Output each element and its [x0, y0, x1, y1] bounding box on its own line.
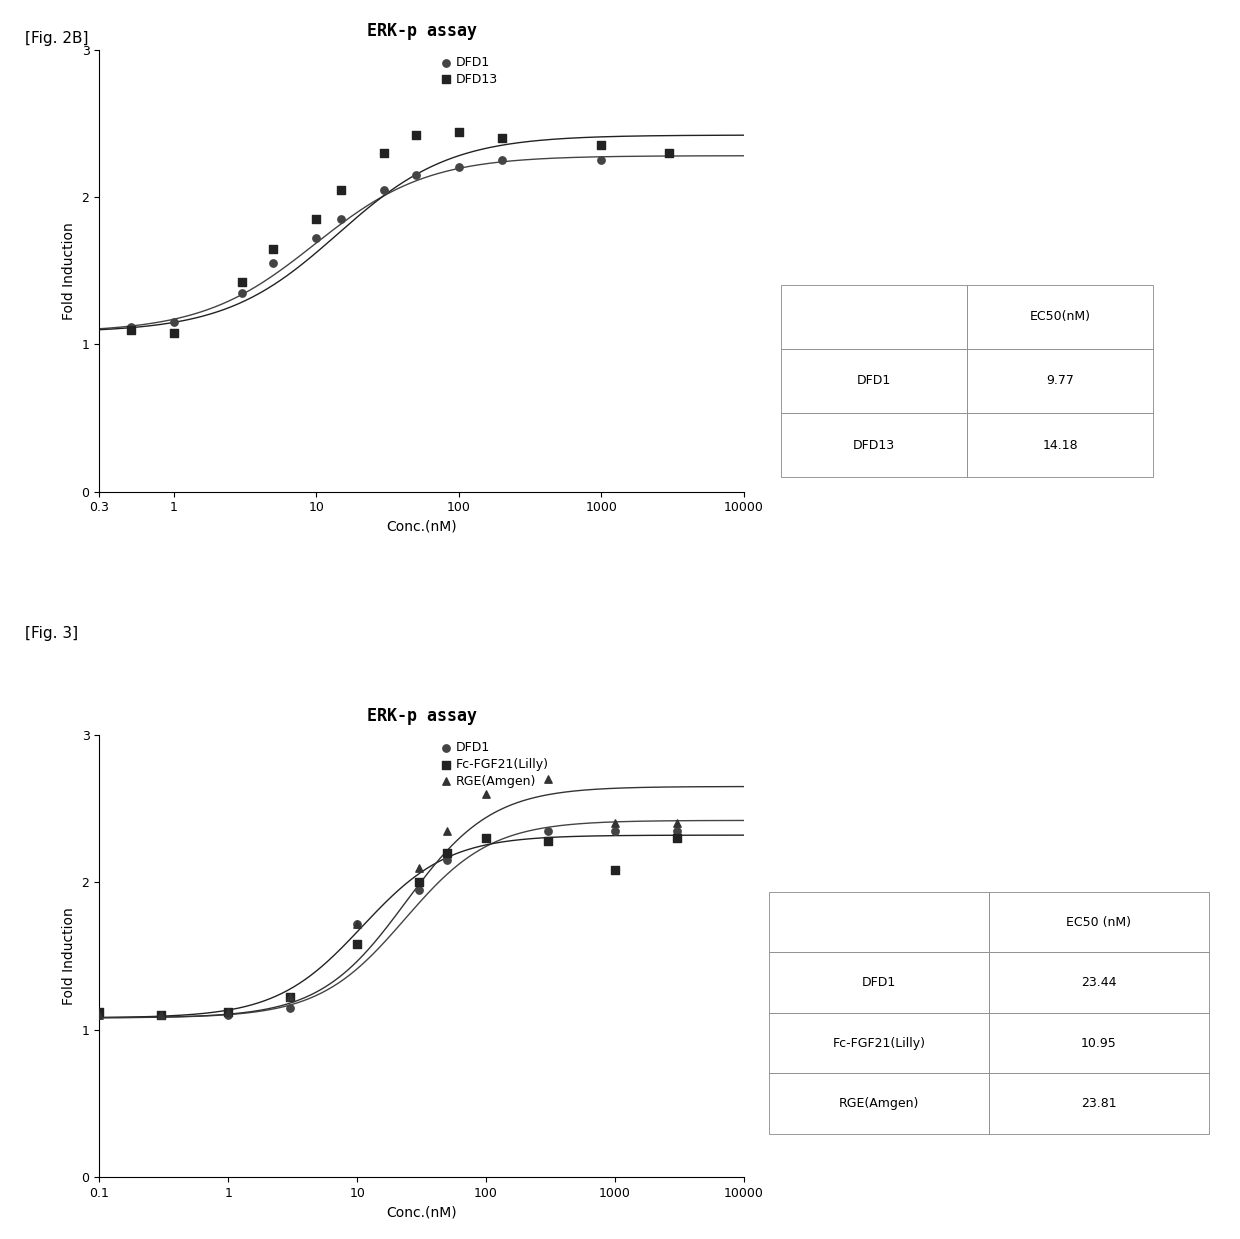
FancyBboxPatch shape: [769, 892, 990, 953]
DFD1: [438, 850, 458, 870]
Title: ERK-p assay: ERK-p assay: [367, 21, 476, 40]
RGE(Amgen): [218, 1002, 238, 1022]
RGE(Amgen): [409, 857, 429, 877]
DFD1: [122, 317, 141, 337]
DFD1: [449, 157, 469, 177]
DFD1: [151, 1005, 171, 1025]
RGE(Amgen): [151, 1005, 171, 1025]
Y-axis label: Fold Induction: Fold Induction: [62, 907, 76, 1005]
DFD13: [374, 142, 394, 162]
DFD13: [232, 273, 252, 292]
DFD13: [164, 322, 184, 342]
FancyBboxPatch shape: [990, 953, 1209, 1014]
DFD1: [667, 820, 687, 840]
Text: Fc-FGF21(Lilly): Fc-FGF21(Lilly): [832, 1037, 925, 1049]
DFD1: [374, 180, 394, 199]
RGE(Amgen): [89, 1005, 109, 1025]
DFD1: [660, 142, 680, 162]
DFD1: [218, 1005, 238, 1025]
DFD13: [492, 128, 512, 147]
DFD1: [263, 253, 283, 273]
X-axis label: Conc.(nM): Conc.(nM): [387, 1206, 456, 1219]
DFD1: [591, 150, 611, 170]
FancyBboxPatch shape: [967, 285, 1153, 349]
Text: [Fig. 2B]: [Fig. 2B]: [25, 31, 88, 46]
Fc-FGF21(Lilly): [538, 831, 558, 851]
DFD13: [405, 125, 425, 145]
RGE(Amgen): [605, 814, 625, 834]
DFD1: [306, 228, 326, 248]
DFD1: [89, 1005, 109, 1025]
RGE(Amgen): [438, 820, 458, 840]
Fc-FGF21(Lilly): [667, 828, 687, 847]
Fc-FGF21(Lilly): [476, 828, 496, 847]
Fc-FGF21(Lilly): [280, 987, 300, 1007]
Text: 9.77: 9.77: [1047, 374, 1074, 388]
DFD1: [164, 312, 184, 332]
DFD13: [331, 180, 351, 199]
RGE(Amgen): [667, 814, 687, 834]
Title: ERK-p assay: ERK-p assay: [367, 707, 476, 725]
FancyBboxPatch shape: [769, 1014, 990, 1073]
Text: 14.18: 14.18: [1043, 439, 1078, 451]
Fc-FGF21(Lilly): [409, 872, 429, 892]
Fc-FGF21(Lilly): [605, 861, 625, 881]
DFD1: [280, 997, 300, 1017]
Legend: DFD1, DFD13: DFD1, DFD13: [440, 56, 498, 85]
FancyBboxPatch shape: [769, 1073, 990, 1134]
Fc-FGF21(Lilly): [347, 934, 367, 954]
Text: DFD1: DFD1: [857, 374, 892, 388]
DFD13: [449, 123, 469, 142]
DFD13: [122, 320, 141, 339]
FancyBboxPatch shape: [781, 413, 967, 477]
Text: EC50 (nM): EC50 (nM): [1066, 916, 1131, 929]
RGE(Amgen): [538, 769, 558, 789]
RGE(Amgen): [280, 987, 300, 1007]
DFD13: [306, 209, 326, 229]
DFD13: [591, 135, 611, 155]
DFD1: [492, 150, 512, 170]
Text: 10.95: 10.95: [1081, 1037, 1117, 1049]
DFD1: [347, 913, 367, 933]
Text: 23.81: 23.81: [1081, 1097, 1117, 1110]
DFD1: [405, 165, 425, 185]
Fc-FGF21(Lilly): [438, 843, 458, 862]
DFD13: [660, 142, 680, 162]
Text: EC50(nM): EC50(nM): [1029, 311, 1091, 323]
FancyBboxPatch shape: [990, 1014, 1209, 1073]
X-axis label: Conc.(nM): Conc.(nM): [387, 520, 456, 534]
DFD1: [476, 828, 496, 847]
Y-axis label: Fold Induction: Fold Induction: [62, 222, 76, 320]
FancyBboxPatch shape: [781, 285, 967, 349]
Text: DFD13: DFD13: [853, 439, 895, 451]
FancyBboxPatch shape: [990, 892, 1209, 953]
FancyBboxPatch shape: [769, 953, 990, 1014]
Text: DFD1: DFD1: [862, 976, 897, 989]
Fc-FGF21(Lilly): [218, 1002, 238, 1022]
RGE(Amgen): [347, 913, 367, 933]
DFD1: [232, 282, 252, 302]
FancyBboxPatch shape: [967, 413, 1153, 477]
Text: RGE(Amgen): RGE(Amgen): [838, 1097, 919, 1110]
Legend: DFD1, Fc-FGF21(Lilly), RGE(Amgen): DFD1, Fc-FGF21(Lilly), RGE(Amgen): [440, 741, 549, 788]
RGE(Amgen): [476, 784, 496, 804]
Text: [Fig. 3]: [Fig. 3]: [25, 626, 78, 641]
DFD13: [263, 239, 283, 259]
DFD1: [331, 209, 351, 229]
Fc-FGF21(Lilly): [89, 1002, 109, 1022]
DFD1: [605, 820, 625, 840]
DFD1: [538, 820, 558, 840]
Fc-FGF21(Lilly): [151, 1005, 171, 1025]
FancyBboxPatch shape: [990, 1073, 1209, 1134]
FancyBboxPatch shape: [967, 349, 1153, 413]
Text: 23.44: 23.44: [1081, 976, 1117, 989]
DFD1: [409, 880, 429, 900]
FancyBboxPatch shape: [781, 349, 967, 413]
